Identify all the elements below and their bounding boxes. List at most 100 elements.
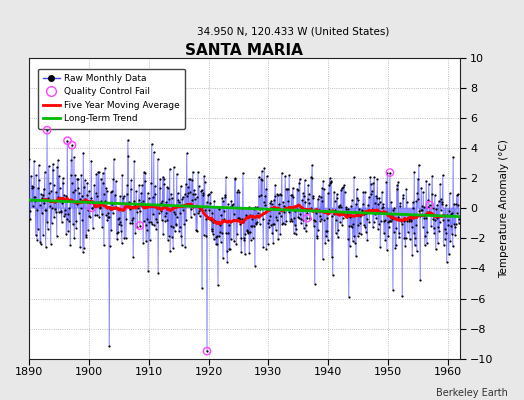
Point [265,224,274,231]
Point [435,219,444,225]
Point [409,205,418,212]
Point [319,178,328,185]
Point [148,194,157,200]
Point [330,188,339,195]
Point [375,220,383,227]
Point [287,216,295,223]
Point [380,230,388,236]
Point [152,204,161,211]
Point [138,182,146,189]
Point [94,199,103,206]
Point [239,219,247,226]
Point [421,233,430,240]
Point [332,216,340,223]
Point [445,208,453,214]
Point [39,232,47,238]
Point [391,242,400,248]
Point [176,210,184,216]
Point [442,202,450,208]
Point [231,176,239,182]
Point [136,208,145,214]
Point [365,219,374,225]
Point [214,282,222,289]
Point [377,218,385,224]
Point [452,201,461,207]
Point [122,216,130,222]
Point [306,215,314,221]
Point [248,216,257,222]
Point [300,225,308,232]
Point [435,228,443,234]
Point [239,237,248,243]
Point [213,232,222,239]
Point [98,224,106,230]
Point [166,166,174,172]
Point [60,207,69,213]
Point [276,231,285,237]
Point [73,201,81,207]
Point [362,210,370,216]
Point [436,181,444,187]
Point [269,196,278,203]
Point [106,205,115,212]
Point [185,189,194,196]
Point [31,232,40,238]
Point [99,170,107,176]
Point [283,186,291,192]
Point [390,228,398,235]
Point [357,231,365,237]
Point [444,251,453,257]
Point [221,194,230,200]
Point [192,227,200,234]
Point [118,207,127,213]
Point [224,230,232,236]
Point [308,175,316,181]
Point [415,208,423,214]
Point [117,240,126,246]
Point [206,189,215,195]
Point [95,168,103,175]
Point [67,172,75,179]
Point [273,191,281,198]
Point [82,234,90,240]
Point [395,230,403,236]
Point [303,215,311,222]
Point [300,177,309,184]
Point [291,208,299,215]
Point [310,217,319,223]
Point [394,179,402,186]
Point [320,216,328,223]
Point [38,195,46,201]
Point [275,210,283,216]
Point [127,177,136,183]
Point [254,205,263,212]
Point [402,186,410,193]
Point [259,216,267,222]
Point [144,190,152,196]
Point [134,205,143,212]
Point [72,218,81,225]
Point [398,221,406,228]
Point [237,235,245,241]
Point [60,213,68,220]
Point [68,180,77,187]
Point [282,218,290,224]
Point [296,211,304,218]
Point [234,215,243,221]
Point [441,236,450,242]
Title: SANTA MARIA: SANTA MARIA [185,43,303,58]
Point [74,176,82,182]
Point [260,192,269,199]
Point [46,180,54,186]
Point [50,199,59,206]
Point [365,194,373,200]
Point [56,184,64,191]
Point [311,207,320,213]
Point [84,226,92,233]
Point [69,189,78,195]
Point [27,172,35,179]
Point [385,224,393,230]
Point [89,224,97,231]
Point [304,190,313,197]
Point [141,221,150,228]
